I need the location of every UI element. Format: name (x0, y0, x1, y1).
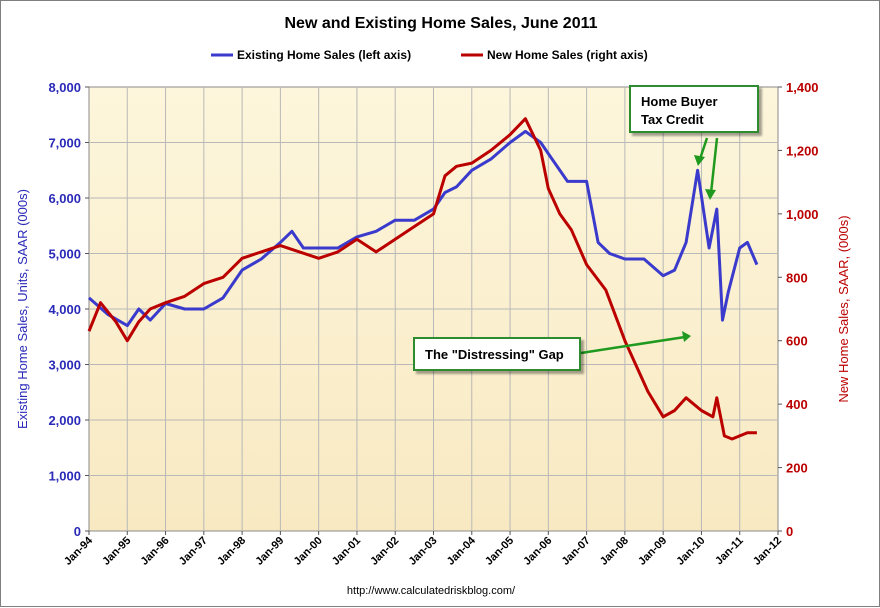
left-tick-label: 1,000 (48, 469, 81, 484)
x-tick-label: Jan-06 (521, 535, 554, 568)
right-tick-label: 600 (786, 334, 808, 349)
x-tick-label: Jan-99 (253, 535, 286, 568)
x-tick-label: Jan-04 (445, 534, 479, 568)
arrowhead-tax-credit-1 (694, 155, 705, 166)
x-tick-label: Jan-02 (368, 535, 401, 568)
x-tick-label: Jan-00 (292, 535, 325, 568)
right-tick-label: 0 (786, 524, 793, 539)
annotation-arrowheads (682, 155, 716, 342)
x-tick-label: Jan-97 (177, 535, 210, 568)
callout-distressing-gap: The "Distressing" Gap (413, 337, 581, 371)
legend-label-new: New Home Sales (right axis) (487, 48, 648, 62)
x-tick-label: Jan-98 (215, 535, 248, 568)
legend-label-existing: Existing Home Sales (left axis) (237, 48, 411, 62)
y-axis-right-label: New Home Sales, SAAR, (000s) (836, 215, 851, 402)
callout-home-buyer-tax-credit: Home Buyer Tax Credit (629, 85, 759, 133)
x-tick-label: Jan-07 (560, 535, 593, 568)
left-tick-label: 3,000 (48, 358, 81, 373)
left-axis-ticks: 0 1,000 2,000 3,000 4,000 5,000 6,000 7,000 8,00… (48, 80, 89, 539)
right-tick-label: 1,400 (786, 80, 819, 95)
callout-gap-text: The "Distressing" Gap (425, 347, 564, 362)
arrow-gap (580, 335, 686, 355)
x-tick-label: Jan-96 (139, 535, 172, 568)
right-axis-ticks: 0 200 400 600 800 1,000 1,200 1,400 (778, 80, 819, 539)
left-tick-label: 2,000 (48, 413, 81, 428)
left-tick-label: 0 (74, 524, 81, 539)
right-tick-label: 1,000 (786, 207, 819, 222)
chart-title: New and Existing Home Sales, June 2011 (284, 15, 597, 32)
x-tick-label: Jan-01 (330, 535, 363, 568)
annotation-arrows (580, 137, 719, 355)
arrowhead-tax-credit-2 (705, 189, 716, 200)
arrow-tax-credit-2 (709, 137, 719, 194)
x-tick-label: Jan-03 (406, 535, 439, 568)
series-line-existing-home-sales (88, 129, 759, 328)
series-line-new-home-sales (87, 117, 757, 441)
y-axis-left-label: Existing Home Sales, Units, SAAR (000s) (15, 189, 30, 429)
x-tick-label: Jan-08 (598, 535, 631, 568)
series-lines (87, 117, 759, 441)
right-tick-label: 400 (786, 397, 808, 412)
arrowhead-gap (682, 331, 691, 342)
right-tick-label: 1,200 (786, 143, 819, 158)
right-tick-label: 800 (786, 270, 808, 285)
left-tick-label: 8,000 (48, 80, 81, 95)
arrow-tax-credit-1 (698, 137, 709, 160)
x-axis-ticks: Jan-94 Jan-95 Jan-96 Jan-97 Jan-98 Jan-99 Jan-… (62, 531, 784, 568)
x-tick-label: Jan-11 (713, 535, 746, 568)
source-text: http://www.calculatedriskblog.com/ (347, 585, 516, 597)
x-tick-label: Jan-12 (751, 535, 784, 568)
left-tick-label: 5,000 (48, 247, 81, 262)
right-tick-label: 200 (786, 461, 808, 476)
x-tick-label: Jan-94 (62, 534, 96, 568)
x-tick-label: Jan-10 (674, 535, 707, 568)
callout-tax-credit-text: Home Buyer Tax Credit (641, 94, 718, 127)
left-tick-label: 4,000 (48, 302, 81, 317)
left-tick-label: 7,000 (48, 136, 81, 151)
x-tick-label: Jan-09 (636, 535, 669, 568)
left-tick-label: 6,000 (48, 191, 81, 206)
x-tick-label: Jan-05 (483, 535, 516, 568)
x-tick-label: Jan-95 (100, 535, 133, 568)
